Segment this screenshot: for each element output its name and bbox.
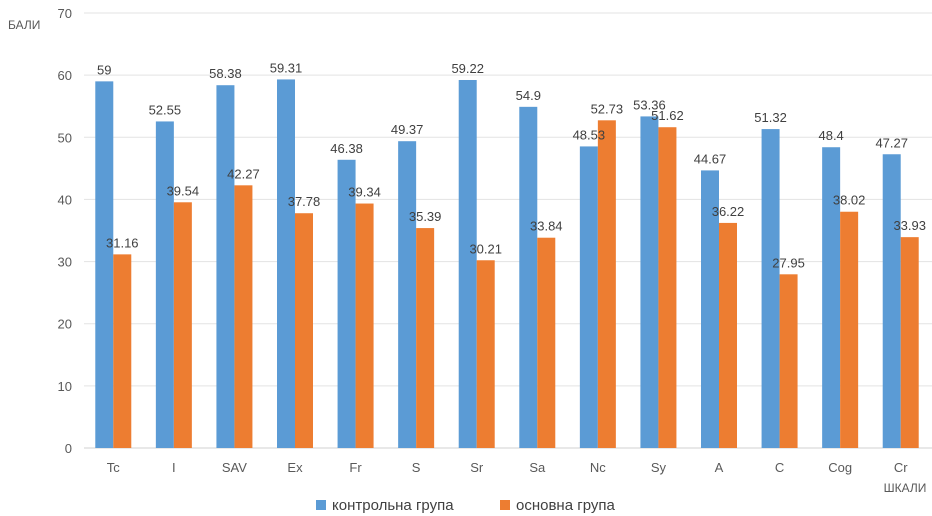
data-label-main: 52.73 <box>591 101 624 116</box>
y-tick-label: 60 <box>58 68 72 83</box>
bar-main <box>658 127 677 449</box>
bar-main <box>779 274 798 448</box>
data-label-control: 53.36 <box>633 97 666 112</box>
data-label-control: 59.22 <box>451 61 484 76</box>
x-tick-label: Nc <box>590 460 606 475</box>
x-tick-label: Sy <box>651 460 667 475</box>
bar-main <box>900 237 919 448</box>
bar-control <box>701 170 719 449</box>
bar-main <box>355 203 374 448</box>
y-tick-label: 0 <box>65 441 72 456</box>
legend-label-control: контрольна група <box>332 497 454 514</box>
bar-main <box>416 228 435 448</box>
y-tick-label: 20 <box>58 317 72 332</box>
data-label-main: 31.16 <box>106 235 139 250</box>
data-label-main: 39.54 <box>167 183 200 198</box>
bar-control <box>761 129 780 448</box>
bar-control <box>458 79 477 449</box>
data-label-main: 35.39 <box>409 209 442 224</box>
data-label-main: 33.93 <box>893 218 926 233</box>
bar-control <box>337 159 356 448</box>
data-label-main: 39.34 <box>348 185 381 200</box>
bar-main <box>537 237 556 448</box>
bar-main <box>295 213 313 448</box>
data-label-main: 42.27 <box>227 166 260 181</box>
bar-main <box>719 222 737 448</box>
x-tick-label: Sa <box>529 460 546 475</box>
bar-control <box>519 106 538 448</box>
bar-control <box>95 81 114 448</box>
y-tick-label: 70 <box>58 6 72 21</box>
data-label-control: 47.27 <box>875 135 908 150</box>
x-tick-label: Tc <box>107 460 121 475</box>
data-label-main: 27.95 <box>772 255 805 270</box>
data-label-control: 52.55 <box>149 102 182 117</box>
y-axis-title: БАЛИ <box>8 18 40 32</box>
data-label-main: 51.62 <box>651 108 684 123</box>
data-label-control: 59 <box>97 62 111 77</box>
x-tick-label: I <box>172 460 176 475</box>
x-tick-label: Cog <box>828 460 852 475</box>
data-label-control: 48.4 <box>818 128 843 143</box>
legend: контрольна група основна група <box>316 497 615 514</box>
data-labels: 59 31.16 52.55 39.54 58.38 42.27 59.31 37.78 46.… <box>97 60 926 270</box>
x-tick-label: SAV <box>222 460 247 475</box>
y-tick-label: 50 <box>58 130 72 145</box>
data-label-control: 54.9 <box>516 88 541 103</box>
data-label-control: 59.31 <box>270 60 303 75</box>
bar-main <box>113 254 132 448</box>
data-label-main: 38.02 <box>833 193 866 208</box>
x-axis-title: ШКАЛИ <box>884 481 927 495</box>
x-tick-label: A <box>715 460 724 475</box>
x-tick-label: Sr <box>470 460 484 475</box>
x-tick-label: Fr <box>349 460 362 475</box>
legend-swatch-main <box>500 500 510 510</box>
y-tick-label: 10 <box>58 379 72 394</box>
bar-control <box>822 147 841 448</box>
data-label-control: 49.37 <box>391 122 424 137</box>
data-label-control: 51.32 <box>754 110 787 125</box>
legend-swatch-control <box>316 500 326 510</box>
bars <box>95 79 919 449</box>
data-label-control: 48.53 <box>573 127 606 142</box>
y-tick-label: 30 <box>58 255 72 270</box>
bar-main <box>234 185 253 448</box>
bar-control <box>640 116 659 449</box>
bar-control <box>277 79 295 448</box>
bar-control <box>216 85 235 449</box>
bar-control <box>882 154 901 448</box>
data-label-main: 33.84 <box>530 219 563 234</box>
y-axis-ticks: 0 10 20 30 40 50 60 70 <box>58 6 72 456</box>
data-label-main: 30.21 <box>469 241 502 256</box>
data-label-main: 36.22 <box>712 204 745 219</box>
x-tick-label: Cr <box>894 460 908 475</box>
bar-main <box>597 120 616 449</box>
bar-control <box>155 121 174 449</box>
data-label-main: 37.78 <box>288 194 321 209</box>
bar-control <box>398 141 417 448</box>
y-tick-label: 40 <box>58 192 72 207</box>
bar-control <box>579 146 598 448</box>
data-label-control: 44.67 <box>694 151 727 166</box>
bar-main <box>173 202 192 448</box>
x-tick-label: Ex <box>287 460 303 475</box>
legend-label-main: основна група <box>516 497 615 514</box>
x-tick-label: S <box>412 460 421 475</box>
x-tick-label: C <box>775 460 784 475</box>
bar-main <box>476 260 495 448</box>
data-label-control: 46.38 <box>330 141 363 156</box>
bar-main <box>840 211 859 448</box>
data-label-control: 58.38 <box>209 66 242 81</box>
x-axis-ticks: Tc I SAV Ex Fr S Sr Sa Nc Sy A C Cog Cr <box>107 460 908 475</box>
